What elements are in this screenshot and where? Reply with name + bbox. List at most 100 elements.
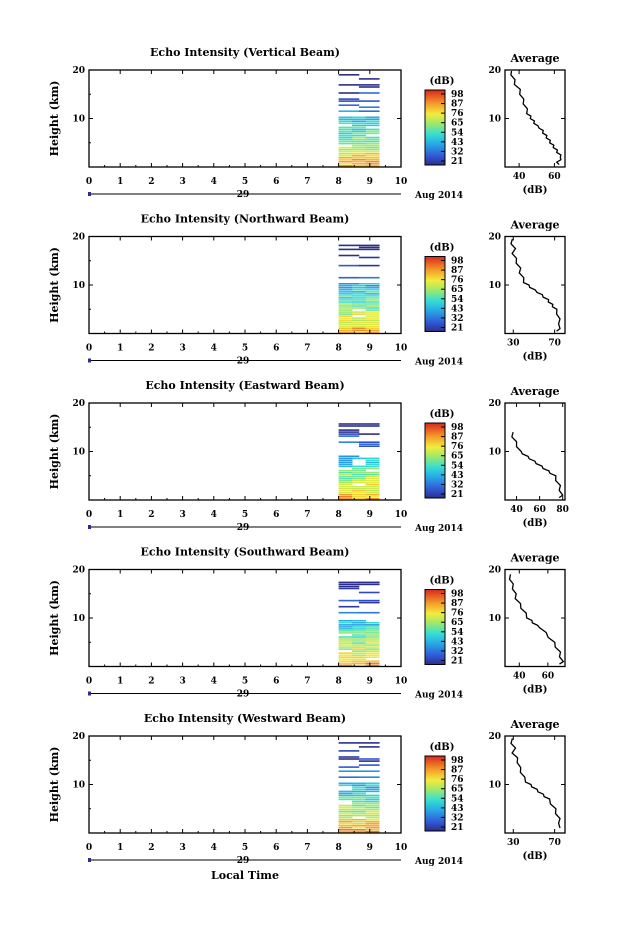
heatmap-cell: [365, 163, 380, 165]
heatmap-cell: [365, 142, 380, 145]
heatmap-cell: [365, 831, 380, 833]
panel-3: Echo Intensity (Southward Beam) 0 1 2 3 4 5 6 7 8…: [48, 546, 566, 701]
heatmap-cell: [358, 601, 380, 604]
colorbar-tick-label: 43: [451, 471, 464, 481]
heatmap-cell: [338, 299, 353, 301]
heatmap-cell: [365, 301, 380, 303]
y-axis-title: Height (km): [48, 414, 61, 490]
heatmap-cell: [365, 317, 380, 319]
heatmap-cell: [338, 100, 360, 102]
colorbar-tick-label: 76: [451, 109, 464, 119]
heatmap-cell: [338, 309, 353, 311]
x-tick-label: 9: [367, 677, 373, 687]
heatmap-cell: [365, 808, 380, 811]
x-tick-label: 6: [273, 344, 279, 354]
heatmap-cell: [338, 92, 360, 94]
heatmap-cell: [352, 285, 366, 287]
x-tick-label: 8: [335, 177, 341, 187]
heatmap-cell: [365, 132, 380, 135]
heatmap-cell: [365, 644, 380, 646]
colorbar-tick-label: 54: [451, 128, 464, 138]
heatmap-cell: [338, 796, 353, 799]
y-tick-label: 10: [72, 781, 85, 791]
heatmap-cell: [352, 804, 366, 807]
heatmap-cell: [365, 788, 380, 791]
heatmap-cell: [365, 493, 380, 496]
heatmap-cell: [338, 750, 360, 752]
heatmap-cell: [352, 140, 366, 143]
heatmap-cell: [352, 297, 366, 299]
heatmap-cell: [352, 154, 366, 157]
heatmap-cell: [338, 291, 353, 293]
x-tick-label: 10: [395, 510, 408, 520]
heatmap-cell: [338, 465, 353, 468]
heatmap-cell: [365, 796, 380, 799]
x-tick-label: 9: [367, 177, 373, 187]
heatmap-cell: [338, 758, 360, 760]
colorbar-tick-label: 65: [451, 119, 464, 129]
x-tick-label: 1: [117, 843, 123, 853]
heatmap-cell: [338, 74, 360, 76]
profile-x-tick-label: 40: [510, 505, 523, 515]
heatmap-cell: [352, 790, 366, 793]
heatmap-cell: [352, 808, 366, 811]
heatmap-cell: [365, 654, 380, 656]
heatmap-cell: [352, 831, 366, 833]
heatmap-cell: [358, 110, 380, 112]
heatmap-cell: [338, 469, 353, 472]
heatmap-cell: [338, 660, 353, 662]
colorbar: [424, 89, 446, 166]
heatmap-cell: [365, 816, 380, 819]
colorbar-tick-label: 54: [451, 461, 464, 471]
heatmap-cell: [352, 656, 366, 658]
day-marker: [88, 358, 91, 363]
heatmap-cell: [365, 473, 380, 476]
colorbar-tick-label: 87: [451, 766, 464, 776]
colorbar-tick-label: 54: [451, 794, 464, 804]
heatmap-cell: [338, 84, 360, 86]
heatmap-cell: [365, 154, 380, 157]
heatmap-cell: [352, 481, 366, 484]
heatmap-cell: [338, 104, 360, 106]
heatmap-cell: [352, 814, 366, 817]
y-tick-label: 10: [72, 614, 85, 624]
heatmap-cell: [352, 798, 366, 801]
heatmap-cell: [365, 144, 380, 147]
x-axis-title: Local Time: [211, 869, 279, 882]
x-tick-label: 7: [304, 843, 310, 853]
heatmap-cell: [365, 457, 380, 460]
heatmap-cell: [338, 585, 360, 588]
heatmap-cell: [338, 491, 353, 494]
heatmap-cell: [352, 632, 366, 634]
heatmap-cell: [338, 756, 360, 758]
heatmap-cell: [338, 483, 353, 486]
profile-x-title: (dB): [523, 518, 548, 529]
heatmap-cell: [338, 283, 360, 285]
profile-y-tick-label: 10: [488, 614, 501, 624]
profile-x-tick-label: 70: [548, 339, 561, 349]
colorbar: [424, 422, 446, 499]
heatmap-cell: [365, 784, 380, 787]
heatmap-cell: [338, 289, 353, 291]
x-tick-label: 4: [211, 677, 217, 687]
heatmap-cell: [338, 331, 353, 334]
colorbar-unit: (dB): [430, 76, 455, 87]
heatmap-cell: [365, 794, 380, 797]
day-marker: [88, 691, 91, 696]
heatmap-cell: [352, 323, 366, 325]
heatmap-cell: [338, 642, 353, 644]
heatmap-cell: [365, 289, 380, 291]
heatmap-cell: [365, 812, 380, 815]
heatmap-cell: [365, 311, 380, 313]
x-tick-label: 7: [304, 510, 310, 520]
heatmap-cell: [352, 329, 366, 332]
heatmap-cell: [352, 331, 366, 334]
colorbar-tick-label: 21: [451, 657, 464, 667]
x-tick-label: 8: [335, 344, 341, 354]
heatmap-cell: [338, 652, 353, 654]
x-tick-label: 6: [273, 177, 279, 187]
heatmap-cell: [358, 776, 380, 778]
x-tick-label: 8: [335, 843, 341, 853]
heatmap-cell: [338, 329, 353, 332]
